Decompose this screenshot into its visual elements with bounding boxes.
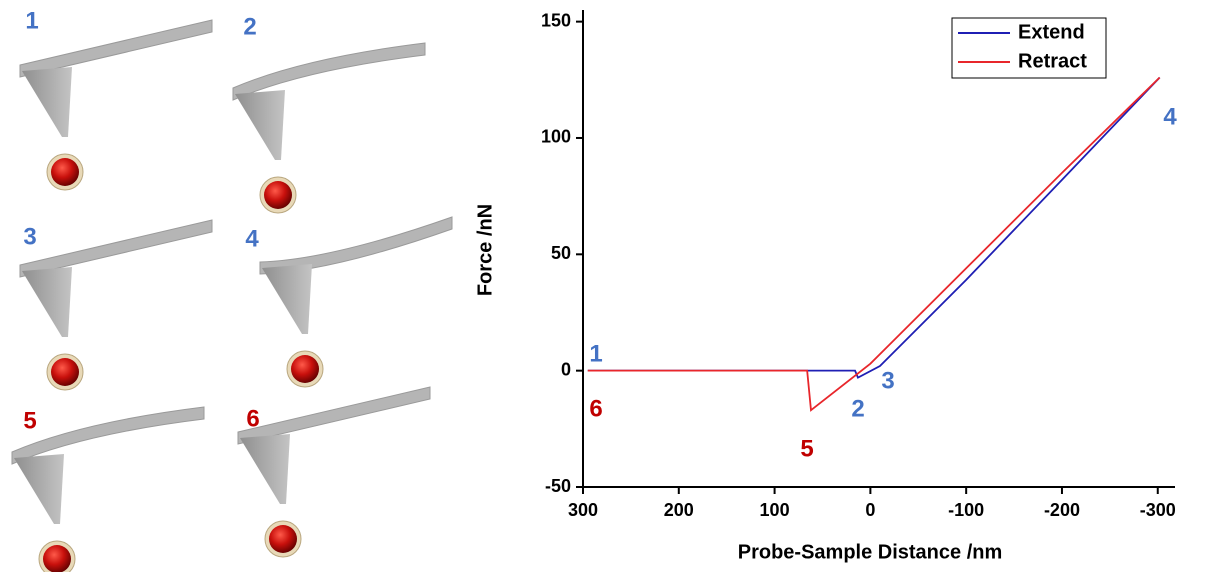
legend-label: Extend xyxy=(1018,21,1085,43)
cantilever-tip xyxy=(235,90,285,160)
x-tick-label: 0 xyxy=(865,500,875,520)
legend-label: Retract xyxy=(1018,50,1087,72)
cantilever-beam xyxy=(19,219,213,278)
sample-ball xyxy=(264,181,292,209)
annotation: 6 xyxy=(589,395,602,422)
x-tick-label: -100 xyxy=(948,500,984,520)
y-tick-label: 100 xyxy=(541,127,571,147)
x-tick-label: 200 xyxy=(664,500,694,520)
cantilever-beam xyxy=(19,19,213,78)
panel-label: 1 xyxy=(25,7,38,34)
sample-ball xyxy=(269,525,297,553)
panel-label: 3 xyxy=(23,223,36,250)
cantilever-tip xyxy=(22,267,72,337)
cantilever-beam xyxy=(237,386,431,445)
series-line xyxy=(587,76,1161,412)
sample-ball xyxy=(51,358,79,386)
legend-box xyxy=(951,17,1107,79)
sample-ball xyxy=(291,355,319,383)
x-tick-label: 300 xyxy=(568,500,598,520)
annotation: 1 xyxy=(589,340,602,367)
panel-label: 6 xyxy=(246,405,259,432)
x-tick-label: 100 xyxy=(760,500,790,520)
annotation: 3 xyxy=(881,367,894,394)
x-tick-label: -300 xyxy=(1140,500,1176,520)
cantilever-beam xyxy=(259,216,453,275)
x-axis-title: Probe-Sample Distance /nm xyxy=(738,541,1003,563)
annotation: 5 xyxy=(800,435,813,462)
y-axis-title: Force /nN xyxy=(474,204,496,296)
series-line xyxy=(587,76,1161,379)
cantilever-beam xyxy=(11,406,205,465)
panel-label: 2 xyxy=(243,13,256,40)
y-tick-label: 50 xyxy=(551,243,571,263)
cantilever-tip xyxy=(240,434,290,504)
annotation: 2 xyxy=(851,395,864,422)
x-tick-label: -200 xyxy=(1044,500,1080,520)
sample-ball xyxy=(51,158,79,186)
y-tick-label: -50 xyxy=(545,476,571,496)
panel-label: 5 xyxy=(23,407,36,434)
panel-label: 4 xyxy=(245,225,259,252)
sample-ball xyxy=(43,545,71,573)
cantilever-tip xyxy=(22,67,72,137)
cantilever-beam xyxy=(232,42,426,101)
cantilever-tip xyxy=(14,454,64,524)
cantilever-tip xyxy=(262,264,312,334)
y-tick-label: 0 xyxy=(561,359,571,379)
annotation: 4 xyxy=(1163,103,1177,130)
y-tick-label: 150 xyxy=(541,10,571,30)
